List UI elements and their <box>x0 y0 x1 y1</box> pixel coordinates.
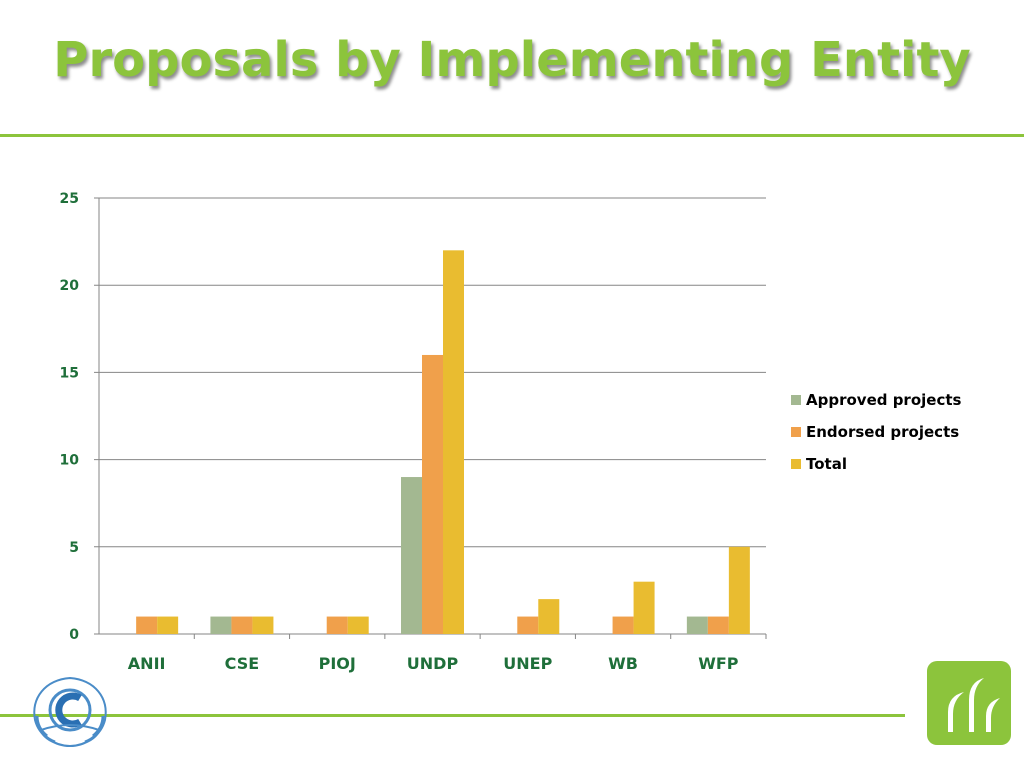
y-tick-label: 5 <box>69 540 79 556</box>
legend-swatch <box>791 459 801 469</box>
x-tick-label: UNDP <box>407 654 459 673</box>
x-tick-label: WB <box>608 654 638 673</box>
bar <box>443 250 464 634</box>
bar <box>136 616 158 634</box>
slide-title: Proposals by Implementing Entity <box>53 32 971 88</box>
bar <box>728 546 750 634</box>
bar <box>538 599 560 634</box>
y-tick-label: 25 <box>60 191 79 207</box>
un-climate-logo <box>33 676 107 748</box>
bar <box>231 616 253 634</box>
legend-label: Approved projects <box>806 391 962 409</box>
legend-label: Total <box>806 455 847 473</box>
x-tick-label: CSE <box>225 654 260 673</box>
x-tick-label: WFP <box>698 654 739 673</box>
bar <box>347 616 369 634</box>
y-tick-label: 15 <box>60 365 79 381</box>
bar <box>633 581 655 634</box>
legend-swatch <box>791 395 801 405</box>
bar <box>707 616 729 634</box>
bar <box>157 616 179 634</box>
y-tick-label: 0 <box>69 627 79 643</box>
legend-swatch <box>791 427 801 437</box>
y-tick-label: 20 <box>60 278 80 294</box>
bar <box>686 616 708 634</box>
bar <box>326 616 348 634</box>
x-tick-label: UNEP <box>503 654 552 673</box>
bar <box>517 616 539 634</box>
fountain-logo <box>927 661 1011 745</box>
top-divider-line <box>0 134 1024 137</box>
legend-label: Endorsed projects <box>806 423 959 441</box>
x-tick-label: PIOJ <box>319 654 356 673</box>
x-tick-label: ANII <box>128 654 166 673</box>
bar <box>252 616 274 634</box>
y-tick-label: 10 <box>60 453 80 469</box>
bottom-divider-line <box>0 714 905 717</box>
bar <box>612 616 634 634</box>
bar <box>210 616 232 634</box>
bar <box>401 477 422 634</box>
bar <box>422 354 443 634</box>
